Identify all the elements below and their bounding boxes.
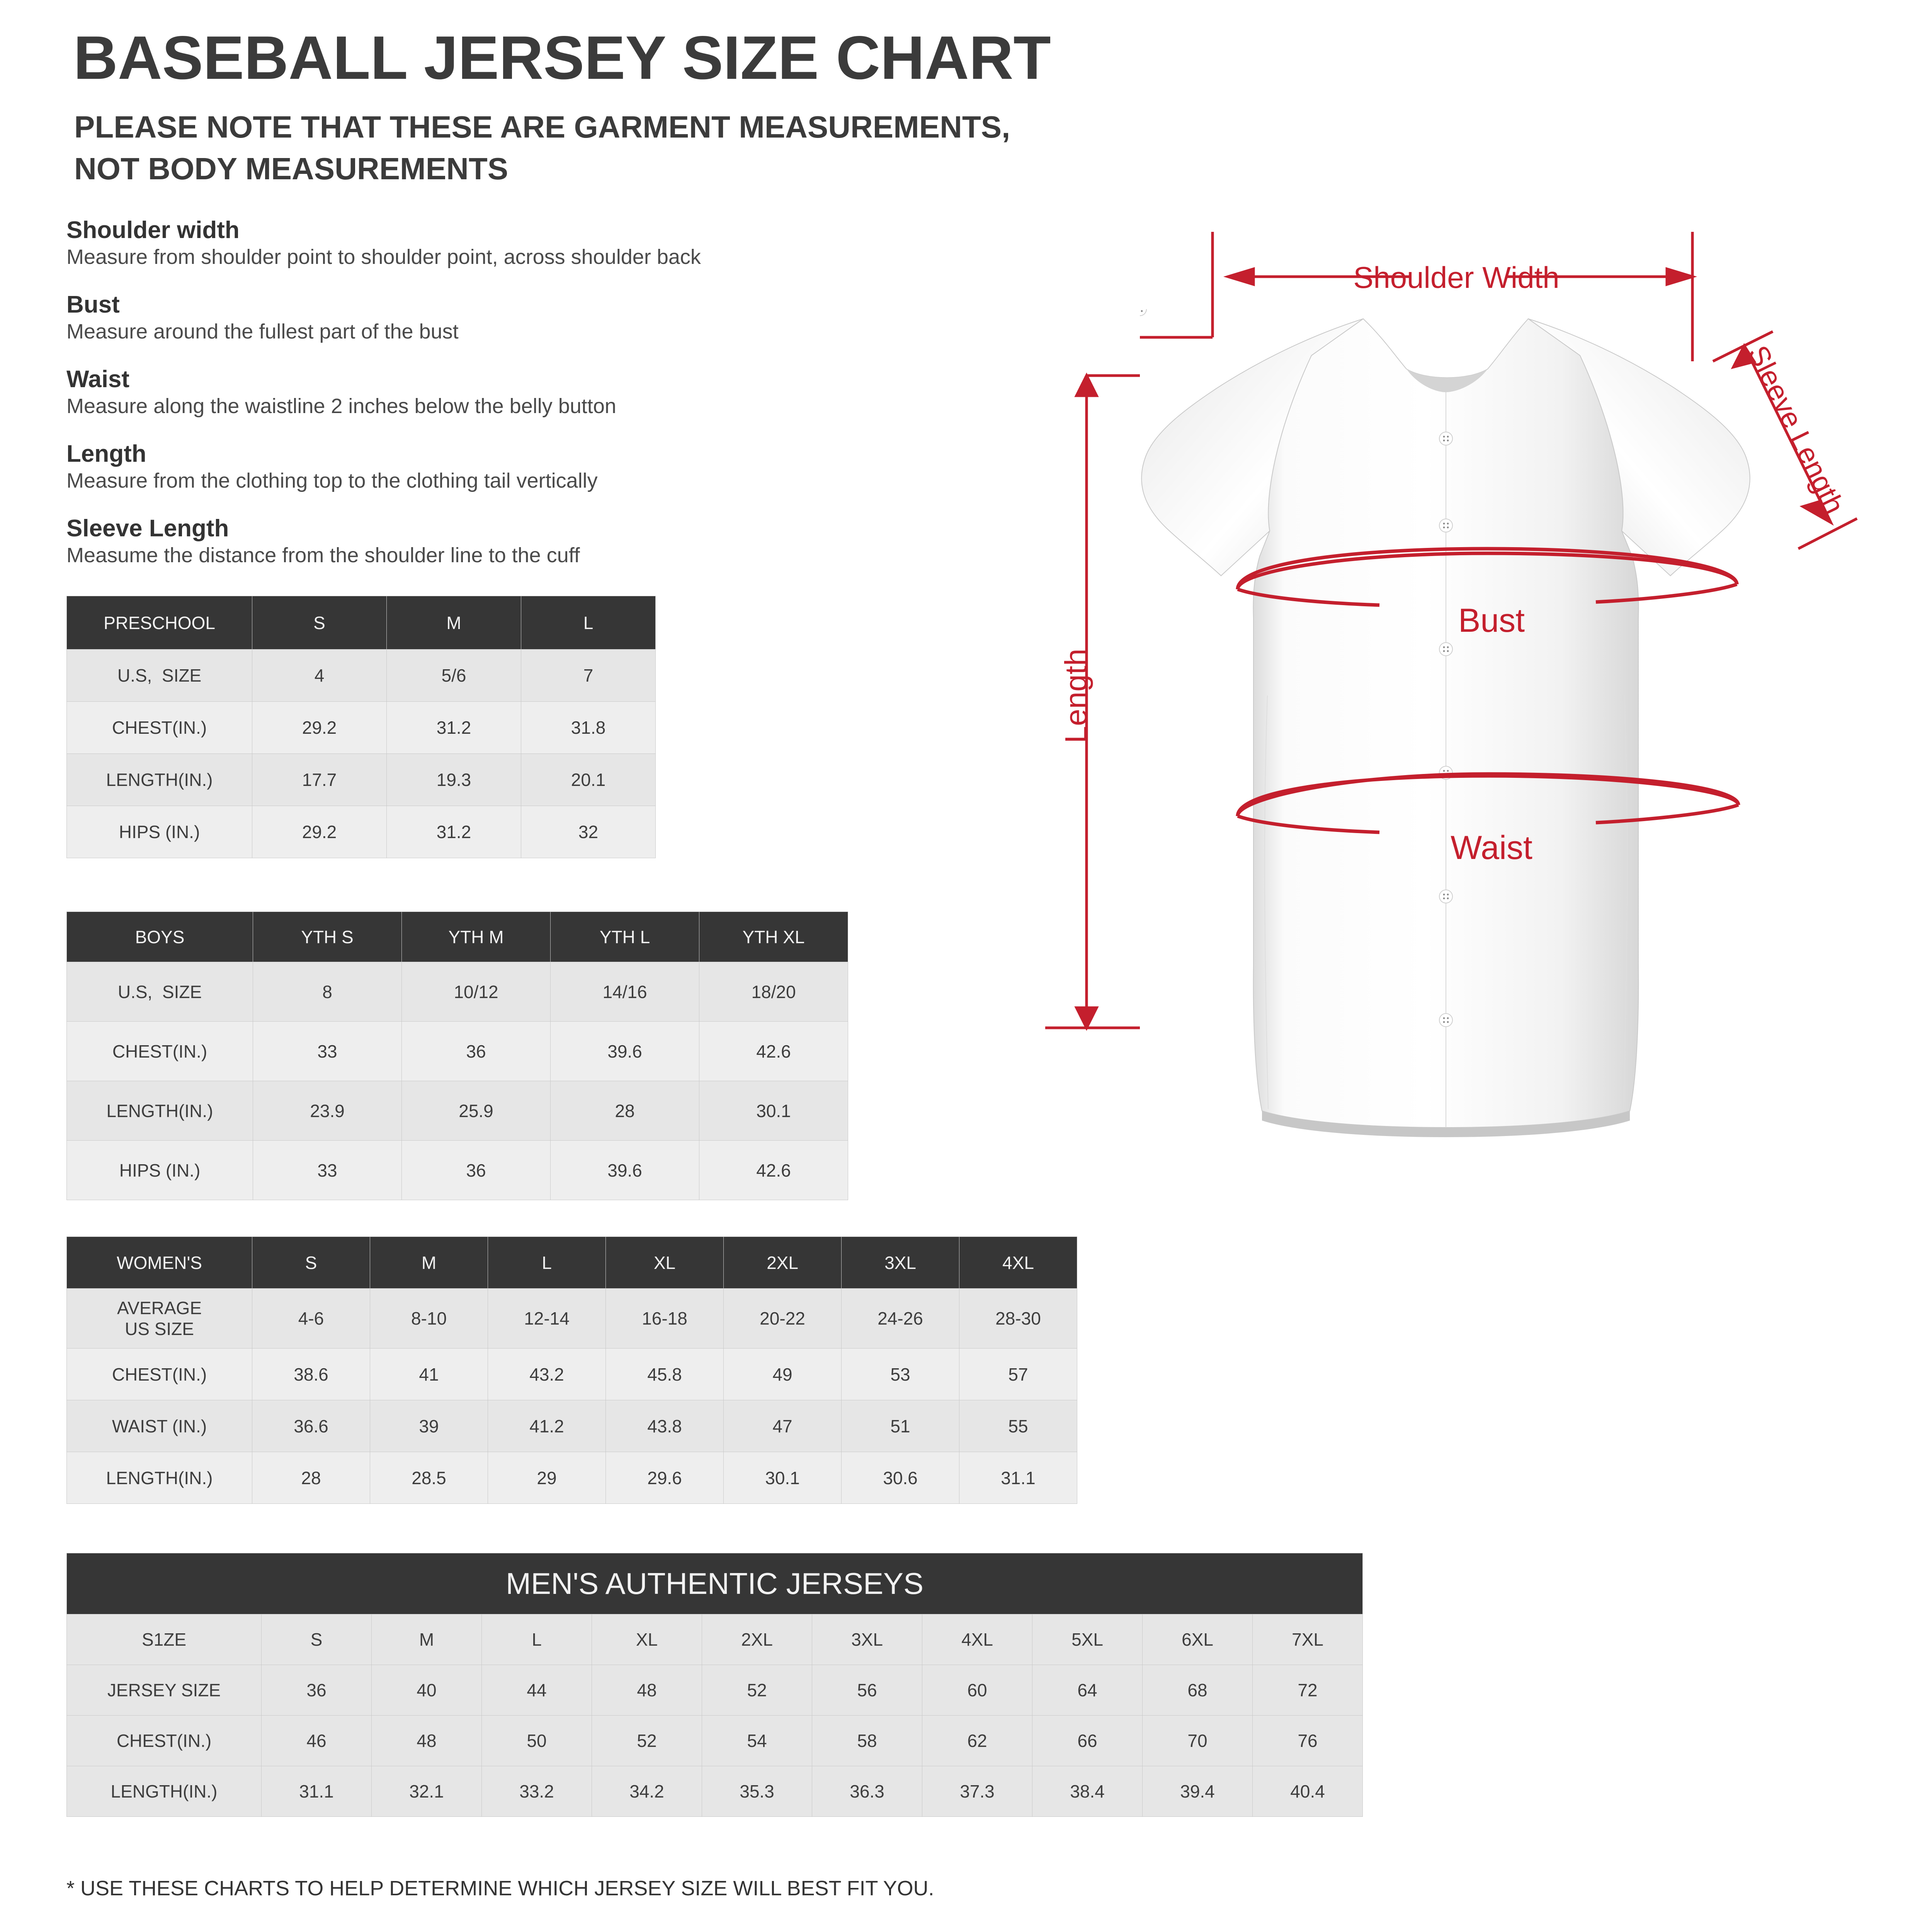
svg-text:Waist: Waist	[1451, 829, 1532, 866]
svg-text:Sleeve Length: Sleeve Length	[1742, 340, 1851, 519]
svg-text:Bust: Bust	[1458, 602, 1525, 639]
svg-text:Shoulder Width: Shoulder Width	[1353, 260, 1559, 294]
svg-text:Length: Length	[1059, 649, 1093, 743]
